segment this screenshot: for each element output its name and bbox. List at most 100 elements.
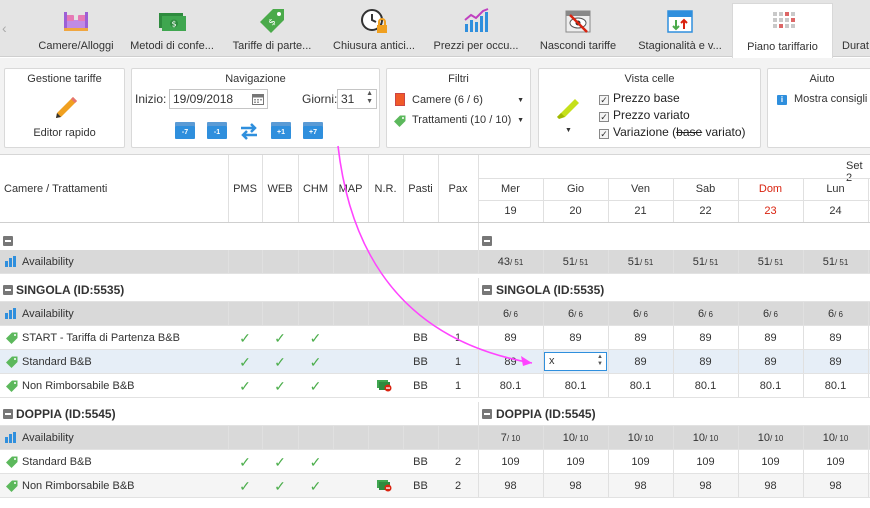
availability-total: / 6 — [769, 310, 779, 319]
bar-chart-icon — [5, 256, 17, 267]
rate-cell[interactable]: 98 — [673, 474, 738, 497]
collapse-all-icon[interactable] — [3, 236, 13, 246]
stepper-arrows-icon[interactable]: ▲ ▼ — [597, 354, 603, 367]
rate-cell[interactable]: 80.1 — [803, 374, 868, 397]
column-divider — [673, 302, 674, 325]
rate-cell[interactable]: 89 — [738, 350, 803, 373]
stepper-arrows-icon[interactable]: ▲ ▼ — [366, 90, 373, 105]
giorni-stepper[interactable]: 31 ▲ ▼ — [337, 89, 377, 109]
rate-row[interactable]: START - Tariffa di Partenza B&B ✓ ✓ ✓ BB 1 89 8… — [0, 326, 870, 350]
rate-cell[interactable]: 109 — [803, 450, 868, 473]
editor-rapido-button[interactable]: Editor rapido — [33, 127, 96, 139]
tab-nascondi-tariffe[interactable]: Nascondi tariffe — [530, 0, 626, 57]
rate-cell[interactable]: 109 — [543, 450, 608, 473]
group-title: Gestione tariffe — [27, 73, 102, 85]
trattamenti-filter-dropdown[interactable]: Trattamenti (10 / 10) ▼ — [412, 114, 524, 126]
rate-row[interactable]: Standard B&B ✓ ✓ ✓ BB 1 89 x ▲ ▼ 89 89 89 89 — [0, 350, 870, 374]
rate-cell[interactable]: 98 — [608, 474, 673, 497]
nav-plus-1-button[interactable]: +1 — [271, 122, 291, 139]
rate-cell[interactable]: 89 — [478, 326, 543, 349]
refresh-arrows-icon[interactable] — [238, 121, 260, 141]
column-divider — [738, 426, 739, 449]
rate-cell[interactable]: x ▲ ▼ — [543, 350, 608, 373]
rate-row[interactable]: Standard B&B ✓ ✓ ✓ BB 2 109 109 109 109 109 109 — [0, 450, 870, 474]
rate-value: 89 — [504, 332, 517, 344]
column-divider — [738, 450, 739, 473]
channel-check: ✓ — [262, 450, 298, 473]
camere-filter-dropdown[interactable]: Camere (6 / 6) ▼ — [412, 94, 524, 106]
rate-cell[interactable]: 89 — [608, 350, 673, 373]
checkbox-checked-icon[interactable]: ✓ — [599, 129, 609, 139]
tabs-scroll-left-icon[interactable]: ‹ — [2, 20, 7, 36]
collapse-section-icon[interactable] — [482, 285, 492, 295]
rate-row[interactable]: Non Rimborsabile B&B ✓ ✓ ✓ BB 1 80.1 80.1 80.1 80… — [0, 374, 870, 398]
availability-count: 10 — [627, 432, 640, 444]
rate-cell[interactable]: 89 — [803, 326, 868, 349]
rate-cell[interactable]: 89 — [543, 326, 608, 349]
column-divider — [333, 302, 334, 325]
giorni-label: Giorni: — [302, 92, 338, 106]
checkmark-icon: ✓ — [239, 454, 251, 470]
prezzo-base-checkbox[interactable]: ✓ Prezzo base — [599, 91, 680, 105]
prezzo-variato-checkbox[interactable]: ✓ Prezzo variato — [599, 108, 690, 122]
rate-cell[interactable]: 89 — [478, 350, 543, 373]
rate-cell[interactable]: 109 — [673, 450, 738, 473]
channel-check: ✓ — [298, 326, 333, 349]
rate-cell[interactable]: 80.1 — [478, 374, 543, 397]
rate-cell[interactable]: 89 — [738, 326, 803, 349]
rate-cell[interactable]: 109 — [608, 450, 673, 473]
rate-cell[interactable]: 89 — [673, 326, 738, 349]
channel-check: ✓ — [228, 374, 262, 397]
rate-cell[interactable]: 80.1 — [543, 374, 608, 397]
tab-durata[interactable]: Durat — [834, 0, 870, 57]
availability-count: 43 — [497, 256, 510, 268]
calendar-arrows-icon — [667, 10, 693, 33]
tab-stagionalita[interactable]: Stagionalità e v... — [632, 0, 728, 57]
collapse-all-icon[interactable] — [482, 236, 492, 246]
pencil-icon[interactable] — [51, 93, 81, 123]
rate-cell[interactable]: 89 — [803, 350, 868, 373]
column-divider — [738, 250, 739, 273]
nav-minus-7-button[interactable]: -7 — [175, 122, 195, 139]
trattamenti-filter-label: Trattamenti (10 / 10) — [412, 114, 512, 126]
rate-cell[interactable]: 80.1 — [608, 374, 673, 397]
checkbox-checked-icon[interactable]: ✓ — [599, 112, 609, 122]
checkmark-icon: ✓ — [309, 354, 322, 370]
rate-cell[interactable]: 98 — [803, 474, 868, 497]
collapse-section-icon[interactable] — [482, 409, 492, 419]
rate-cell[interactable]: 89 — [673, 350, 738, 373]
collapse-section-icon[interactable] — [3, 285, 13, 295]
column-divider — [608, 326, 609, 349]
highlighter-icon[interactable] — [553, 95, 581, 121]
rate-cell[interactable]: 80.1 — [673, 374, 738, 397]
nav-minus-1-button[interactable]: -1 — [207, 122, 227, 139]
nav-plus-7-button[interactable]: +7 — [303, 122, 323, 139]
tab-prezzi-occupazione[interactable]: Prezzi per occu... — [428, 0, 524, 57]
collapse-section-icon[interactable] — [3, 409, 13, 419]
group-title: Aiuto — [809, 73, 835, 85]
column-divider — [478, 426, 479, 449]
tab-camere-alloggi[interactable]: Camere/Alloggi — [18, 0, 134, 57]
rate-row[interactable]: Non Rimborsabile B&B ✓ ✓ ✓ BB 2 98 98 98 98 98 98 — [0, 474, 870, 498]
column-divider — [608, 426, 609, 449]
tab-metodi[interactable]: $ Metodi di confe... — [122, 0, 222, 57]
mostra-consigli-button[interactable]: Mostra consigli — [794, 93, 868, 105]
chevron-down-icon[interactable]: ▼ — [565, 127, 572, 134]
column-divider — [333, 155, 334, 222]
rate-cell[interactable]: 98 — [478, 474, 543, 497]
inizio-date-input[interactable]: 19/09/2018 — [169, 89, 268, 109]
checkbox-checked-icon[interactable]: ✓ — [599, 95, 609, 105]
pax-value: 2 — [454, 480, 462, 492]
rate-cell[interactable]: 109 — [738, 450, 803, 473]
tab-tariffe-partenza[interactable]: $ Tariffe di parte... — [222, 0, 322, 57]
rate-cell[interactable]: 98 — [543, 474, 608, 497]
variazione-checkbox[interactable]: ✓ Variazione (base variato) — [599, 125, 746, 139]
tab-chiusura[interactable]: Chiusura antici... — [326, 0, 422, 57]
rate-cell[interactable]: 89 — [608, 326, 673, 349]
rate-cell[interactable]: 109 — [478, 450, 543, 473]
rate-cell[interactable]: 98 — [738, 474, 803, 497]
rate-edit-input[interactable]: x ▲ ▼ — [544, 352, 607, 371]
calendar-icon[interactable] — [252, 93, 264, 105]
rate-cell[interactable]: 80.1 — [738, 374, 803, 397]
tab-piano-tariffario[interactable]: Piano tariffario — [732, 3, 833, 58]
